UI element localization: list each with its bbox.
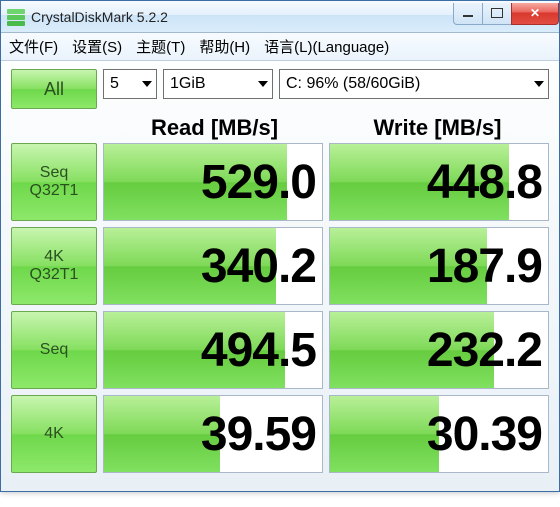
test-label-1: Seq [40, 164, 68, 182]
selects-group: 5 1GiB C: 96% (58/60GiB) [103, 69, 549, 109]
write-value: 187.9 [427, 239, 542, 294]
read-value: 39.59 [201, 407, 316, 462]
menu-theme[interactable]: 主题(T) [136, 36, 185, 57]
run-test-button[interactable]: 4KQ32T1 [11, 227, 97, 305]
read-cell: 39.59 [103, 395, 323, 473]
read-cell: 494.5 [103, 311, 323, 389]
test-label-1: 4K [44, 425, 64, 443]
run-test-button[interactable]: SeqQ32T1 [11, 143, 97, 221]
test-size-value: 1GiB [170, 75, 206, 93]
read-value: 529.0 [201, 155, 316, 210]
titlebar[interactable]: CrystalDiskMark 5.2.2 [1, 1, 559, 33]
maximize-button[interactable] [482, 3, 512, 25]
content-area: All 5 1GiB C: 96% (58/60GiB) Read [MB/s]… [1, 61, 559, 491]
read-cell: 340.2 [103, 227, 323, 305]
result-row: SeqQ32T1 529.0 448.8 [11, 143, 549, 221]
write-fill-bar [330, 396, 439, 472]
result-row: 4KQ32T1 340.2 187.9 [11, 227, 549, 305]
write-value: 448.8 [427, 155, 542, 210]
write-cell: 30.39 [329, 395, 549, 473]
menu-help[interactable]: 帮助(H) [199, 36, 250, 57]
menu-file[interactable]: 文件(F) [9, 36, 58, 57]
menu-language[interactable]: 语言(L)(Language) [264, 36, 389, 57]
drive-value: C: 96% (58/60GiB) [286, 75, 420, 93]
result-row: 4K 39.59 30.39 [11, 395, 549, 473]
minimize-button[interactable] [453, 3, 483, 25]
read-value: 340.2 [201, 239, 316, 294]
test-label-1: 4K [44, 248, 64, 266]
run-test-button[interactable]: 4K [11, 395, 97, 473]
close-button[interactable] [511, 3, 559, 25]
write-cell: 448.8 [329, 143, 549, 221]
app-window: CrystalDiskMark 5.2.2 文件(F) 设置(S) 主题(T) … [0, 0, 560, 492]
write-header: Write [MB/s] [326, 115, 549, 141]
read-value: 494.5 [201, 323, 316, 378]
write-cell: 232.2 [329, 311, 549, 389]
test-size-select[interactable]: 1GiB [163, 69, 273, 99]
window-title: CrystalDiskMark 5.2.2 [31, 9, 454, 25]
result-row: Seq 494.5 232.2 [11, 311, 549, 389]
run-all-button[interactable]: All [11, 69, 97, 109]
write-cell: 187.9 [329, 227, 549, 305]
column-headers: Read [MB/s] Write [MB/s] [103, 115, 549, 141]
write-value: 30.39 [427, 407, 542, 462]
app-icon [7, 9, 25, 25]
controls-row: All 5 1GiB C: 96% (58/60GiB) [11, 69, 549, 109]
test-count-value: 5 [110, 75, 119, 93]
write-value: 232.2 [427, 323, 542, 378]
window-controls [454, 3, 559, 25]
menubar: 文件(F) 设置(S) 主题(T) 帮助(H) 语言(L)(Language) [1, 33, 559, 61]
test-label-2: Q32T1 [30, 182, 79, 200]
read-cell: 529.0 [103, 143, 323, 221]
read-header: Read [MB/s] [103, 115, 326, 141]
test-count-select[interactable]: 5 [103, 69, 157, 99]
results-table: SeqQ32T1529.0448.84KQ32T1340.2187.9Seq49… [11, 143, 549, 473]
menu-settings[interactable]: 设置(S) [72, 36, 122, 57]
drive-select[interactable]: C: 96% (58/60GiB) [279, 69, 549, 99]
test-label-2: Q32T1 [30, 266, 79, 284]
run-test-button[interactable]: Seq [11, 311, 97, 389]
test-label-1: Seq [40, 341, 68, 359]
